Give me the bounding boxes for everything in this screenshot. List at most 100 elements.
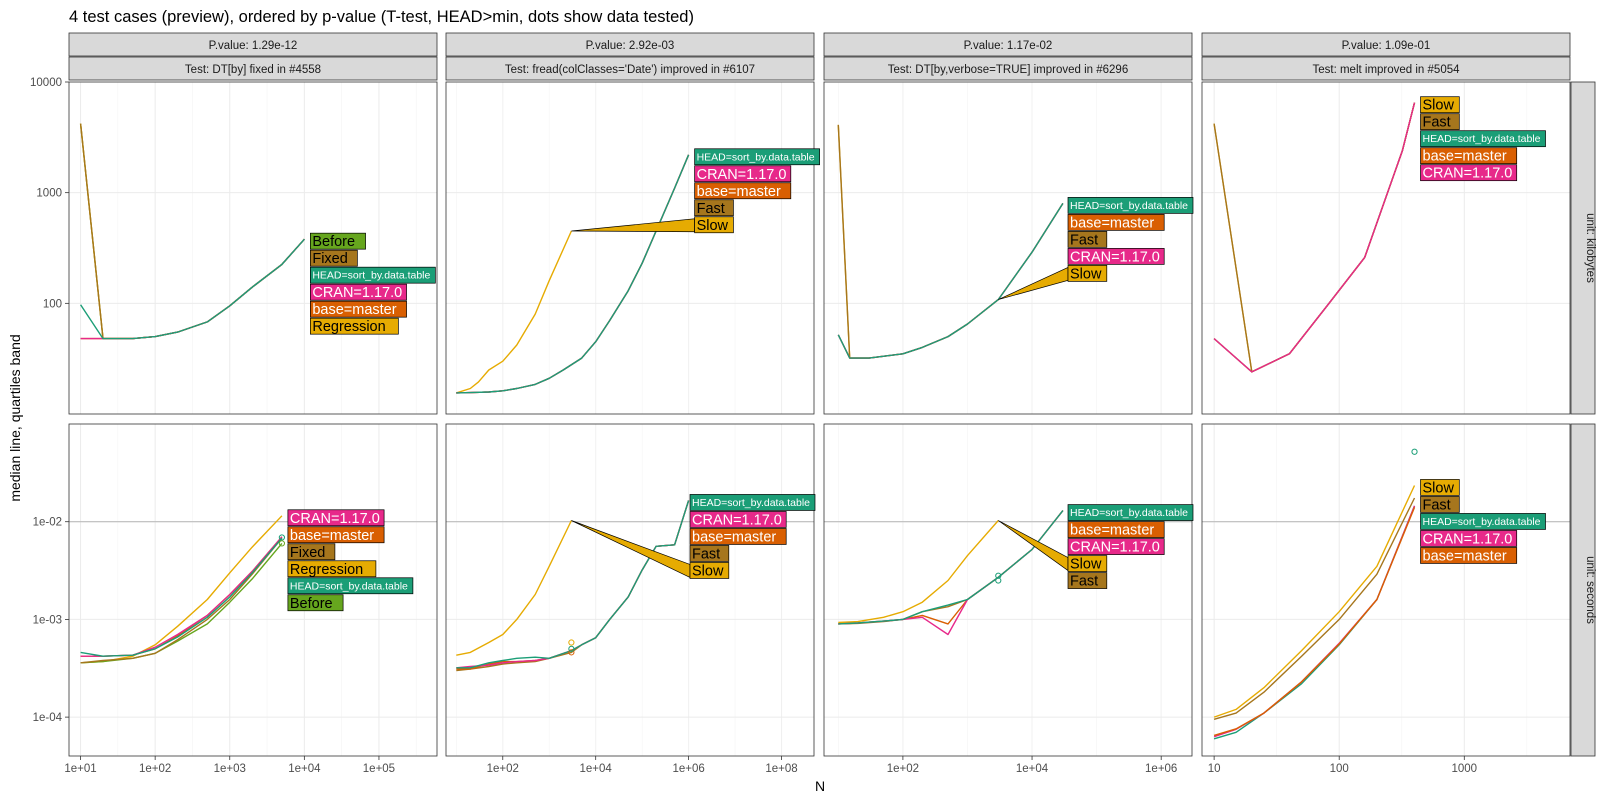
direct-label-text: Slow	[1423, 480, 1455, 496]
direct-label-text: HEAD=sort_by.data.table	[290, 580, 408, 592]
direct-label-text: Fast	[697, 201, 725, 217]
panel-border	[445, 423, 815, 757]
x-tick-label: 1e+04	[1016, 763, 1049, 775]
x-tick-label: 1e+05	[363, 763, 395, 775]
direct-label-text: HEAD=sort_by.data.table	[1070, 200, 1188, 212]
direct-label-box	[287, 594, 344, 612]
direct-label-box	[1420, 147, 1518, 165]
direct-label-box	[1420, 130, 1546, 148]
series-line-fast	[1213, 497, 1416, 720]
x-tick-label: 1e+04	[580, 763, 613, 775]
direct-label-box	[689, 562, 730, 579]
facet-strip-pvalue-label: P.value: 2.92e-03	[586, 40, 675, 52]
panel-border	[445, 81, 815, 415]
direct-label-box	[1067, 265, 1108, 282]
direct-label-text: HEAD=sort_by.data.table	[692, 497, 810, 509]
direct-label-box	[694, 165, 792, 183]
row-strip	[1570, 423, 1596, 757]
direct-label-text: CRAN=1.17.0	[1423, 531, 1513, 547]
direct-label-box	[689, 545, 730, 562]
chart-title: 4 test cases (preview), ordered by p-val…	[69, 8, 694, 26]
panel-border	[68, 423, 438, 757]
direct-label-box	[310, 300, 407, 318]
direct-label-text: Fixed	[290, 545, 325, 561]
direct-label-text: Before	[290, 596, 333, 612]
panel-background	[446, 424, 814, 756]
panel-grid	[824, 82, 1192, 414]
y-tick-label: 100	[43, 298, 62, 310]
x-tick-label: 1e+08	[765, 763, 797, 775]
direct-label-box	[694, 216, 734, 234]
facet-strip-test-label: Test: melt improved in #5054	[1312, 64, 1460, 76]
y-tick-label: 1e-04	[33, 712, 63, 724]
data-point	[568, 645, 575, 652]
direct-label-text: base=master	[1070, 215, 1154, 231]
facet-strip-test-label: Test: DT[by,verbose=TRUE] improved in #6…	[888, 64, 1128, 76]
direct-label-box	[310, 283, 407, 301]
panel-background	[69, 82, 437, 414]
direct-label-text: CRAN=1.17.0	[697, 167, 787, 183]
series-line-head-sort-by-data-table	[837, 203, 1064, 359]
data-point	[278, 534, 285, 541]
direct-label-box	[287, 526, 385, 544]
facet-strip-pvalue	[68, 32, 438, 57]
facet-strip-test-label: Test: fread(colClasses='Date') improved …	[505, 64, 755, 76]
series-line-head-sort-by-data-table	[80, 238, 305, 340]
facet-strip-pvalue-label: P.value: 1.17e-02	[964, 40, 1053, 52]
facet-strip-pvalue	[823, 32, 1193, 57]
direct-label-text: Slow	[1423, 98, 1455, 114]
facet-strip-test	[1201, 56, 1571, 81]
direct-label-text: Regression	[290, 562, 363, 578]
x-tick-label: 10	[1208, 763, 1221, 775]
direct-label-text: CRAN=1.17.0	[290, 511, 380, 527]
panel-background	[446, 82, 814, 414]
series-line-slow	[838, 520, 999, 624]
direct-label-text: base=master	[1070, 523, 1154, 539]
direct-label-box	[1067, 555, 1108, 572]
direct-label-box	[310, 317, 399, 335]
facet-strip-test	[68, 56, 438, 81]
x-tick-label: 1e+03	[214, 763, 246, 775]
direct-label-box	[1067, 197, 1194, 214]
direct-label-box	[1420, 96, 1460, 114]
row-strip-label: unit: seconds	[1584, 556, 1596, 624]
panel-border	[823, 81, 1193, 415]
direct-label-text: Fast	[1070, 232, 1098, 248]
direct-label-text: CRAN=1.17.0	[312, 285, 402, 301]
direct-label-box	[1067, 521, 1165, 538]
direct-label-box	[1420, 547, 1518, 564]
direct-label-box	[287, 577, 414, 595]
direct-label-text: Fast	[1423, 115, 1451, 131]
direct-label-text: HEAD=sort_by.data.table	[697, 151, 815, 163]
direct-label-text: CRAN=1.17.0	[1423, 166, 1513, 182]
direct-label-box	[1420, 496, 1460, 513]
x-axis-label: N	[815, 778, 825, 794]
x-tick-label: 1e+06	[672, 763, 704, 775]
x-tick-label: 1e+02	[487, 763, 519, 775]
direct-label-text: Before	[312, 234, 355, 250]
direct-label-box	[310, 266, 436, 284]
direct-label-text: CRAN=1.17.0	[692, 512, 782, 528]
panel-background	[824, 424, 1192, 756]
facet-strip-test	[823, 56, 1193, 81]
direct-label-box	[1067, 572, 1108, 589]
panel-border	[1201, 423, 1571, 757]
direct-label-box	[1420, 164, 1518, 182]
y-tick-label: 10000	[30, 77, 62, 89]
direct-label-text: HEAD=sort_by.data.table	[1423, 133, 1541, 145]
direct-label-box	[310, 232, 366, 250]
direct-label-box	[694, 148, 820, 166]
facet-strip-test	[445, 56, 815, 81]
data-point	[568, 649, 575, 656]
direct-label-text: base=master	[1423, 548, 1507, 564]
series-line-fixed	[80, 537, 283, 664]
direct-label-box	[689, 494, 816, 511]
direct-label-box	[1067, 214, 1165, 231]
panel-border	[1201, 81, 1571, 415]
direct-label-box	[1420, 530, 1518, 547]
panel-background	[1202, 424, 1570, 756]
facet-strip-pvalue	[445, 32, 815, 57]
series-line-before	[80, 542, 283, 664]
panel-border	[823, 423, 1193, 757]
